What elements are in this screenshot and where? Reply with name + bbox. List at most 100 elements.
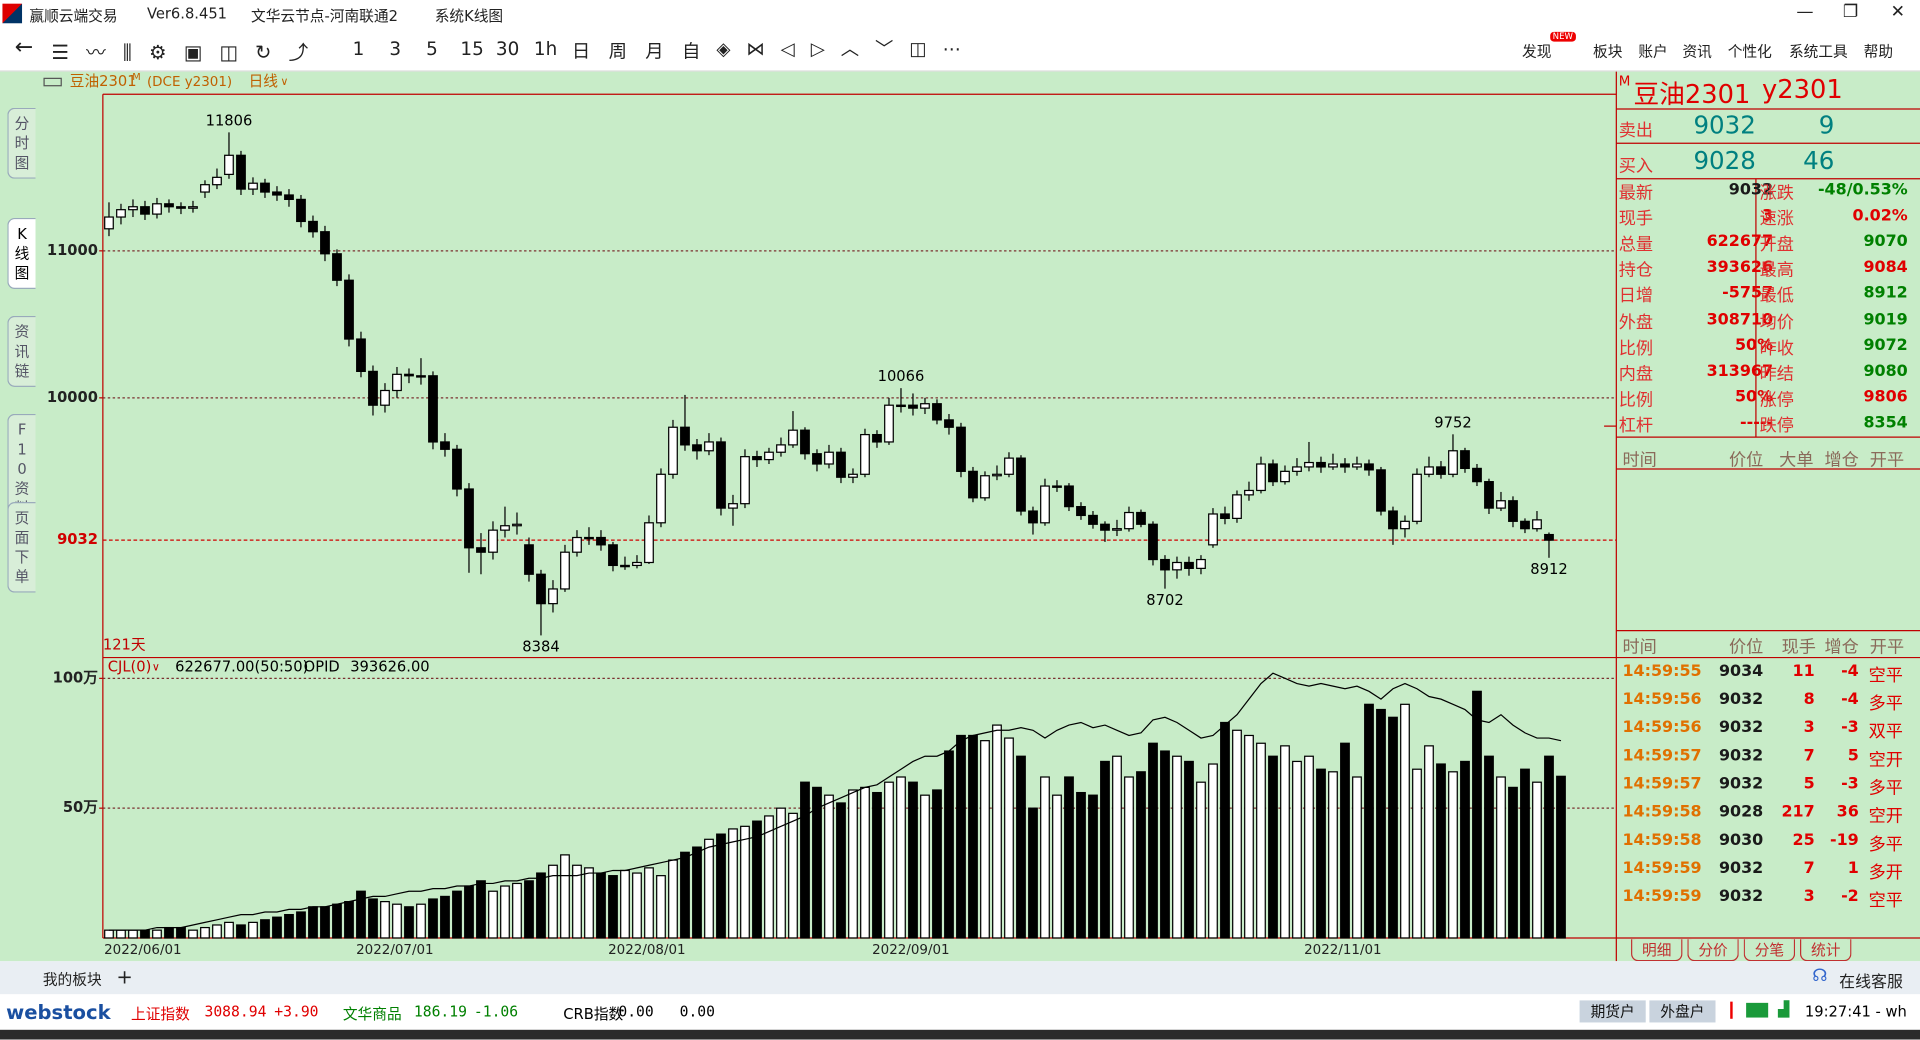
period-button[interactable]: 自 — [682, 40, 701, 63]
volume-bar — [464, 885, 474, 939]
volume-bar — [764, 815, 774, 939]
tick-volume: 217 — [1781, 803, 1815, 822]
volume-bar — [1376, 708, 1386, 939]
candle-body — [332, 253, 342, 281]
quote-label: 比例 — [1618, 338, 1654, 359]
index-change: -1.06 — [473, 1002, 519, 1021]
my-board-tab[interactable]: 我的板块 — [42, 971, 102, 989]
period-button[interactable]: 1h — [533, 37, 558, 61]
candle-body — [1256, 463, 1266, 492]
menu-item[interactable]: 资讯 — [1682, 42, 1712, 61]
add-board-button[interactable]: + — [116, 964, 133, 989]
tick-time: 14:59:58 — [1622, 803, 1702, 822]
menu-item[interactable]: 帮助 — [1863, 42, 1894, 61]
volume-bar — [668, 859, 678, 939]
volume-bar — [1280, 745, 1290, 939]
candle-body — [908, 404, 918, 409]
candle-body — [272, 191, 282, 196]
side-tab[interactable]: K线图 — [7, 217, 36, 289]
volume-bar — [944, 750, 954, 939]
chart-title: 豆油2301 — [70, 73, 137, 90]
close-button[interactable]: ✕ — [1890, 2, 1905, 23]
volume-bar — [1028, 807, 1038, 939]
quote-value: 9070 — [1863, 232, 1908, 252]
side-tab[interactable]: 页面下单 — [7, 502, 36, 593]
minimize-button[interactable]: — — [1796, 2, 1814, 23]
period-button[interactable]: 1 — [352, 37, 365, 61]
volume-bar — [152, 929, 162, 939]
quote-value: 50% — [1734, 336, 1774, 355]
panel-tab[interactable]: 分价 — [1687, 939, 1739, 962]
volume-bar — [164, 926, 174, 939]
tab-label: 分时图 — [14, 115, 30, 172]
candle-body — [1424, 466, 1434, 475]
quote-value: 9806 — [1863, 387, 1908, 407]
candle-body — [1052, 485, 1062, 488]
volume-bar — [1052, 794, 1062, 939]
nav-icons[interactable]: ◈⋈◁▷︿﹀◫⋯ — [716, 37, 977, 61]
side-tab[interactable]: 资讯链 — [7, 315, 36, 387]
volume-bar — [1352, 776, 1362, 939]
column-header: 增仓 — [1824, 637, 1859, 658]
volume-bar — [272, 916, 282, 939]
maximize-button[interactable]: ❐ — [1842, 2, 1859, 23]
volume-bar — [1460, 760, 1470, 939]
menu-item[interactable]: 个性化 — [1727, 42, 1772, 61]
tick-time: 14:59:58 — [1622, 831, 1702, 850]
volume-bar — [932, 789, 942, 939]
tool-icons[interactable]: ☰〰⫼⚙▣◫↻⤴ — [51, 40, 326, 64]
instrument-sup: M — [1618, 73, 1631, 90]
volume-bar — [1172, 755, 1182, 939]
period-button[interactable]: 月 — [645, 40, 664, 63]
volume-bar — [608, 875, 618, 939]
menu-item[interactable]: 板块 — [1593, 42, 1623, 61]
candle-body — [608, 544, 618, 567]
period-button[interactable]: 30 — [495, 37, 520, 61]
candle-body — [440, 441, 450, 450]
volume-bar — [1064, 776, 1074, 939]
column-header: 时间 — [1622, 637, 1657, 658]
menu-item[interactable]: 系统工具 — [1788, 42, 1848, 61]
panel-tab[interactable]: 分笔 — [1743, 939, 1796, 962]
candle-body — [1136, 511, 1146, 525]
quote-label: 最低 — [1759, 287, 1794, 307]
candle-body — [512, 523, 522, 527]
period-button[interactable]: 周 — [608, 40, 627, 63]
quote-label: 均价 — [1759, 312, 1794, 333]
volume-bar — [1208, 763, 1218, 939]
account-button[interactable]: 期货户 — [1579, 1000, 1646, 1023]
server-node[interactable]: 文华云节点-河南联通2 — [251, 7, 398, 25]
volume-bar — [920, 794, 930, 939]
quote-value: 622677 — [1706, 232, 1774, 252]
period-button[interactable]: 3 — [389, 37, 402, 61]
candle-body — [356, 338, 366, 372]
volume-bar — [956, 734, 966, 939]
candle-body — [620, 564, 630, 568]
app-icon — [2, 3, 23, 24]
candle-body — [740, 456, 750, 505]
quote-value: 9080 — [1863, 362, 1908, 381]
period-button[interactable]: 5 — [426, 37, 438, 61]
x-tick-label: 2022/11/01 — [1304, 943, 1382, 958]
high-label: 10066 — [878, 368, 925, 385]
account-button[interactable]: 外盘户 — [1649, 1000, 1716, 1023]
quote-value: ----- — [1740, 413, 1774, 433]
volume-bar — [1292, 760, 1302, 939]
menu-item[interactable]: 发现 — [1522, 42, 1552, 61]
period-button[interactable]: 日 — [571, 40, 591, 63]
service-link[interactable]: 在线客服 — [1839, 973, 1903, 992]
period-button[interactable]: 15 — [460, 37, 484, 61]
back-button[interactable]: ← — [14, 34, 34, 61]
quote-value: 393626 — [1706, 258, 1774, 278]
ask-price: 9032 — [1693, 110, 1756, 140]
quote-value: 313967 — [1706, 362, 1774, 381]
panel-tab[interactable]: 统计 — [1800, 939, 1852, 962]
tick-time: 14:59:55 — [1622, 662, 1702, 681]
panel-tab[interactable]: 明细 — [1631, 939, 1683, 962]
volume-bar — [344, 901, 354, 939]
side-tab[interactable]: 分时图 — [7, 107, 36, 179]
menu-item[interactable]: 账户 — [1638, 42, 1668, 61]
volume-bar — [188, 929, 198, 939]
candle-body — [656, 473, 666, 524]
